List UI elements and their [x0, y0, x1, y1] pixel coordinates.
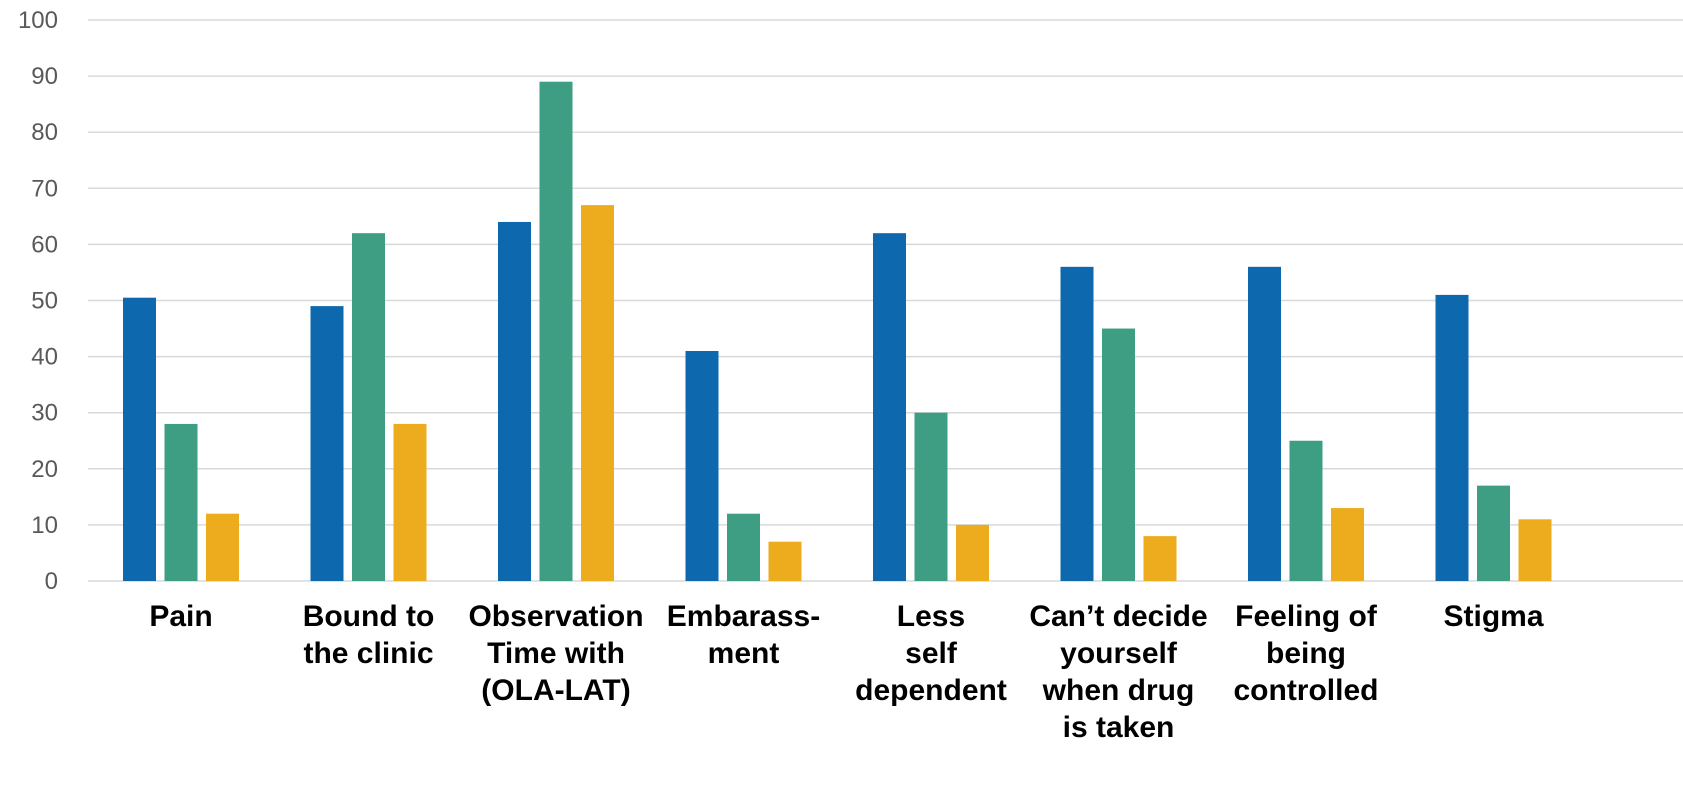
bar — [1331, 508, 1364, 581]
bar — [727, 513, 760, 581]
bar — [581, 205, 614, 581]
x-tick-label: Stigma — [1443, 600, 1543, 633]
bar — [498, 221, 531, 581]
y-tick-label: 100 — [18, 7, 58, 34]
bar — [1518, 519, 1552, 581]
x-tick-label: Bound to the clinic — [303, 600, 435, 670]
bar — [1477, 485, 1510, 581]
bar — [1248, 266, 1281, 581]
y-tick-label: 60 — [31, 231, 58, 258]
y-tick-label: 90 — [31, 63, 58, 90]
y-tick-label: 70 — [31, 175, 58, 202]
y-tick-label: 40 — [31, 344, 58, 371]
bars — [123, 81, 1552, 582]
x-tick-label: Can’t decide yourself when drug is taken — [1029, 600, 1207, 744]
bar — [1143, 536, 1177, 581]
bar — [539, 81, 573, 582]
y-tick-label: 80 — [31, 119, 58, 146]
bar — [768, 541, 802, 581]
bar — [1435, 294, 1469, 581]
bar — [352, 233, 385, 581]
y-tick-label: 20 — [31, 456, 58, 483]
bar — [310, 306, 344, 581]
y-axis-ticks: 0 10 20 30 40 50 60 70 80 90 100 — [18, 7, 58, 595]
x-axis-categories: Pain Bound to the clinic Observation Time wi… — [149, 600, 1543, 744]
bar — [956, 524, 989, 581]
bar — [873, 233, 906, 581]
y-tick-label: 50 — [31, 288, 58, 315]
bar — [393, 423, 427, 581]
y-tick-label: 30 — [31, 400, 58, 427]
bar — [1289, 440, 1323, 581]
y-tick-label: 10 — [31, 512, 58, 539]
bar — [685, 350, 719, 581]
x-tick-label: Less self dependent — [855, 600, 1007, 707]
bar — [1060, 266, 1094, 581]
bar — [914, 412, 948, 581]
y-tick-label: 0 — [45, 568, 58, 595]
x-tick-label: Observation Time with (OLA-LAT) — [468, 600, 643, 707]
bar — [206, 513, 239, 581]
bar — [123, 297, 156, 581]
x-tick-label: Embarass-ment — [667, 600, 820, 670]
x-tick-label: Pain — [149, 600, 212, 633]
bar — [164, 423, 198, 581]
x-tick-label: Feeling of being controlled — [1233, 600, 1378, 707]
bar — [1102, 328, 1135, 581]
